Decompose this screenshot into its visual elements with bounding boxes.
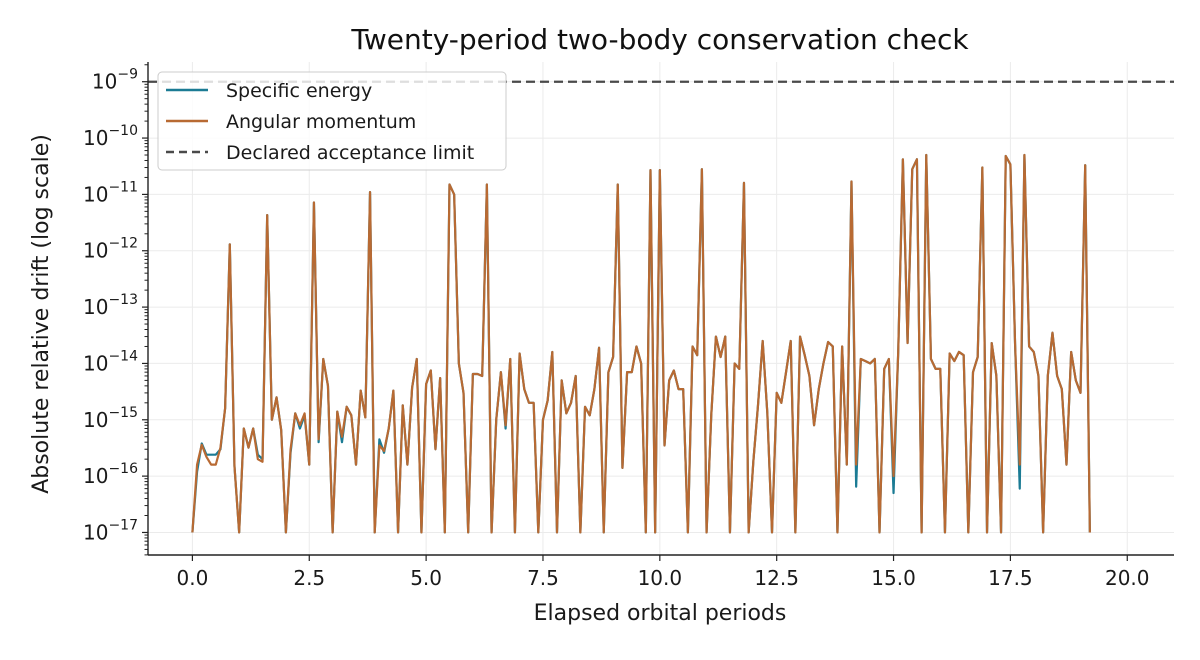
y-axis-label: Absolute relative drift (log scale): [29, 134, 54, 494]
y-tick-label: 10−13: [83, 292, 138, 319]
legend-label: Specific energy: [226, 80, 372, 102]
x-tick-label: 7.5: [527, 566, 559, 590]
x-tick-label: 2.5: [293, 566, 325, 590]
x-tick-label: 5.0: [410, 566, 442, 590]
x-tick-label: 17.5: [988, 566, 1033, 590]
x-axis-ticks: 0.0 2.5 5.0 7.5 10.0 12.5 15.0 17.5 20.0: [176, 555, 1150, 590]
y-axis-ticks: 10−17 10−16 10−15 10−14 10−13 10−12 10−11 10−10…: [83, 64, 148, 556]
y-tick-label: 10−10: [83, 123, 138, 150]
chart-title: Twenty-period two-body conservation chec…: [350, 23, 969, 56]
x-tick-label: 10.0: [638, 566, 683, 590]
axes: [147, 62, 1174, 556]
x-tick-label: 0.0: [176, 566, 208, 590]
y-tick-label: 10−11: [83, 179, 138, 206]
series-lines: [191, 153, 1091, 534]
series-line-angular-momentum: [191, 153, 1091, 534]
legend: Specific energy Angular momentum Declared …: [157, 71, 507, 171]
y-tick-label: 10−9: [92, 67, 138, 94]
legend-label: Angular momentum: [226, 111, 416, 133]
x-axis-label: Elapsed orbital periods: [534, 601, 787, 626]
y-tick-label: 10−14: [83, 348, 138, 375]
x-tick-label: 20.0: [1105, 566, 1150, 590]
x-tick-label: 12.5: [754, 566, 799, 590]
y-tick-label: 10−17: [83, 517, 138, 544]
x-tick-label: 15.0: [871, 566, 916, 590]
y-tick-label: 10−12: [83, 236, 138, 263]
y-tick-label: 10−15: [83, 405, 138, 432]
legend-box: [157, 71, 507, 171]
y-tick-label: 10−16: [83, 461, 138, 488]
legend-label: Declared acceptance limit: [226, 142, 474, 164]
